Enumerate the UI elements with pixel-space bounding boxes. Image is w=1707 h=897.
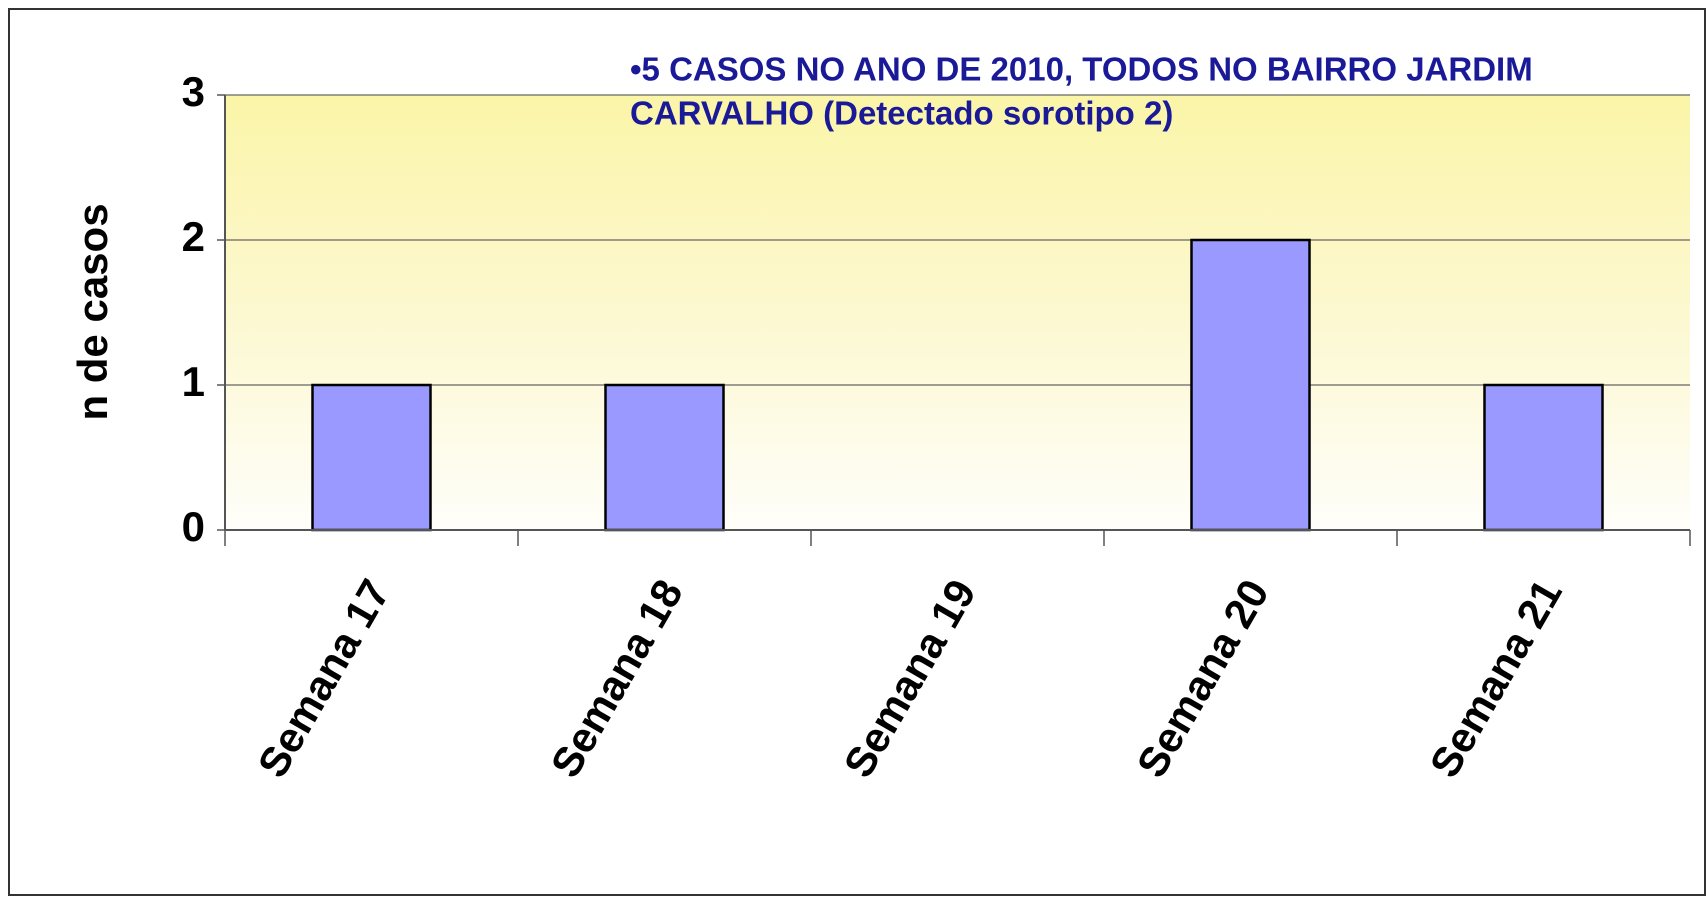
y-tick-label: 0 [182,503,205,550]
x-tick-label: Semana 21 [1420,572,1570,786]
bar [604,383,725,532]
y-tick-label: 1 [182,358,205,405]
plot-area [225,95,1690,530]
annotation: CARVALHO (Detectado sorotipo 2) [630,95,1173,132]
y-tick-label: 3 [182,68,205,115]
bar [1483,383,1604,532]
x-tick-label: Semana 17 [248,572,398,786]
annotation: •5 CASOS NO ANO DE 2010, TODOS NO BAIRRO… [630,51,1533,88]
frame [8,8,1706,896]
bar [311,383,432,532]
y-tick-label: 2 [182,213,205,260]
x-tick-label: Semana 20 [1127,572,1277,786]
x-tick-label: Semana 19 [834,572,984,786]
y-axis-label: n de casos [69,203,116,420]
bar [1190,238,1311,532]
x-tick-label: Semana 18 [541,572,691,786]
